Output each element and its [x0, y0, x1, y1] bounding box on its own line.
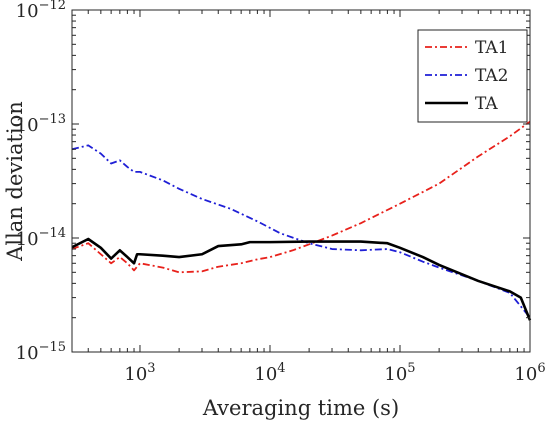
series-line-ta1: [71, 120, 531, 274]
x-tick-label: 103: [124, 361, 155, 385]
x-tick-label: 106: [514, 361, 545, 385]
y-tick-label: 10−14: [16, 226, 66, 250]
y-axis-label: Allan deviation: [3, 101, 27, 262]
legend-label-ta1: TA1: [475, 38, 509, 58]
legend: TA1 TA2 TA: [417, 29, 528, 123]
x-tick-label: 104: [254, 361, 285, 385]
x-axis-label: Averaging time (s): [202, 396, 399, 420]
series-layer: [71, 120, 532, 321]
y-tick-label: 10−13: [16, 112, 66, 136]
legend-label-ta: TA: [475, 94, 498, 114]
labels-layer: Averaging time (s) Allan deviation: [3, 101, 399, 420]
series-line-ta: [71, 237, 532, 321]
y-tick-label: 10−15: [16, 340, 66, 364]
legend-box: [417, 29, 528, 123]
series-line-ta2: [71, 144, 531, 319]
plot-frame: [71, 9, 531, 353]
y-tick-label: 10−12: [16, 0, 66, 22]
legend-label-ta2: TA2: [475, 66, 509, 86]
x-tick-label: 105: [384, 361, 415, 385]
ticks-layer: 103 104 105 106 10−15 10−14 10−13 10−12: [16, 0, 546, 385]
